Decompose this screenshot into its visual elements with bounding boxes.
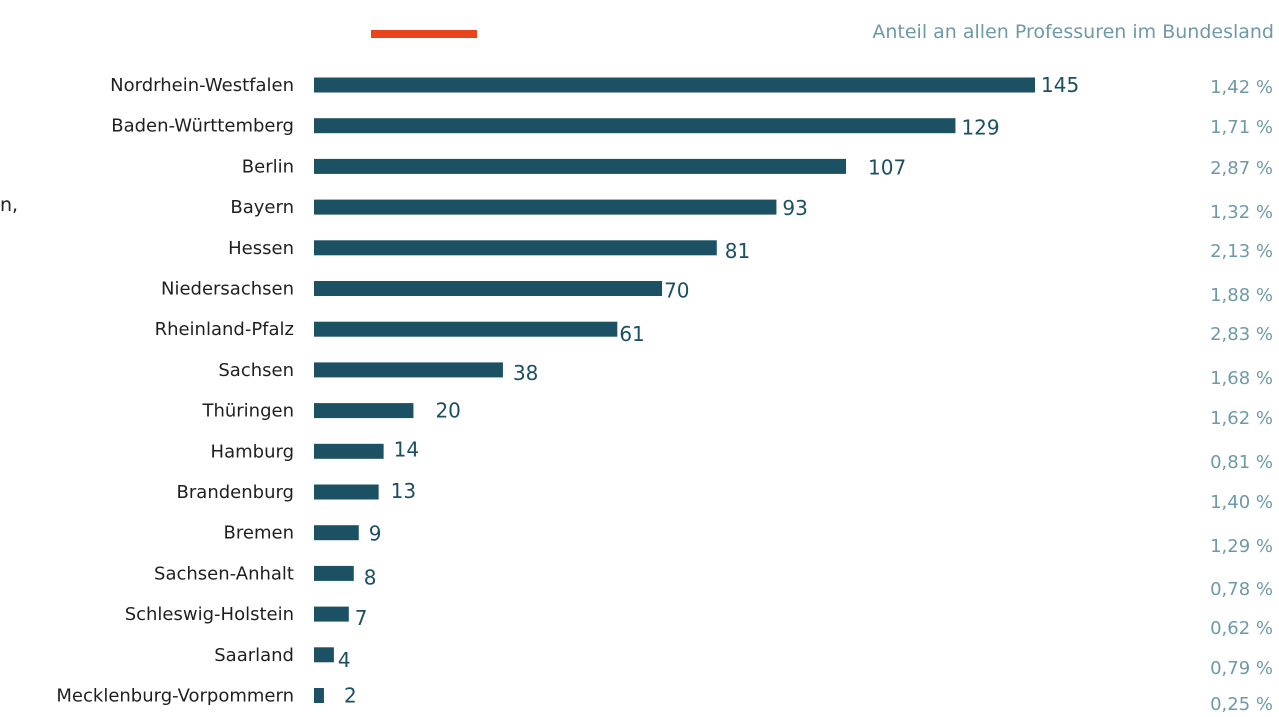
category-label: Sachsen-Anhalt	[154, 563, 294, 584]
value-label: 129	[961, 116, 999, 140]
category-label: Rheinland-Pfalz	[155, 319, 294, 340]
category-label: Brandenburg	[177, 482, 294, 503]
bar	[314, 443, 384, 459]
share-label: 1,40 %	[1210, 492, 1273, 513]
category-label: Berlin	[242, 156, 294, 177]
value-label: 107	[868, 155, 906, 179]
share-label: 2,83 %	[1210, 324, 1273, 345]
bar	[314, 688, 324, 703]
bar	[314, 240, 717, 256]
bar	[314, 525, 359, 541]
bar	[314, 362, 503, 378]
share-label: 0,78 %	[1210, 579, 1273, 600]
bar	[314, 281, 663, 296]
category-label: Saarland	[214, 645, 294, 666]
category-label: Bayern	[230, 197, 294, 218]
share-label: 1,68 %	[1210, 368, 1273, 389]
value-label: 93	[782, 196, 807, 220]
category-label: Hessen	[228, 238, 294, 259]
share-label: 2,13 %	[1210, 241, 1273, 262]
value-label: 8	[364, 565, 377, 589]
bar	[314, 647, 334, 663]
share-label: 0,62 %	[1210, 618, 1273, 639]
category-label: Hamburg	[211, 441, 294, 462]
value-label: 70	[664, 279, 689, 303]
category-label: Niedersachsen	[161, 279, 294, 300]
cropped-text: n,	[0, 194, 19, 216]
value-label: 9	[369, 522, 382, 546]
value-label: 61	[619, 322, 644, 346]
bar	[314, 118, 956, 134]
value-label: 4	[338, 648, 351, 672]
value-label: 14	[394, 437, 419, 461]
bar	[314, 606, 349, 622]
bar	[314, 565, 354, 581]
share-label: 0,79 %	[1210, 658, 1273, 679]
share-label: 2,87 %	[1210, 158, 1273, 179]
category-label: Nordrhein-Westfalen	[110, 75, 294, 96]
accent-line	[371, 30, 477, 38]
category-label: Mecklenburg-Vorpommern	[56, 686, 294, 707]
bar	[314, 199, 777, 215]
bar	[314, 321, 618, 337]
share-column-title: Anteil an allen Professuren im Bundeslan…	[872, 21, 1274, 43]
value-label: 20	[435, 399, 460, 423]
category-label: Thüringen	[201, 401, 294, 422]
bars-layer: Nordrhein-Westfalen 145 1,42 % Baden-Württe…	[56, 73, 1273, 715]
bar	[314, 484, 379, 500]
value-label: 2	[344, 684, 357, 708]
share-label: 1,29 %	[1210, 536, 1273, 557]
share-label: 0,81 %	[1210, 452, 1273, 473]
bar	[314, 158, 847, 174]
value-label: 13	[391, 479, 416, 503]
value-label: 38	[513, 361, 538, 385]
category-label: Sachsen	[218, 360, 294, 381]
share-label: 1,32 %	[1210, 202, 1273, 223]
value-label: 7	[355, 606, 368, 630]
category-label: Baden-Württemberg	[111, 116, 294, 137]
value-label: 81	[725, 239, 750, 263]
bar	[314, 403, 414, 419]
category-label: Schleswig-Holstein	[125, 604, 294, 625]
share-label: 1,62 %	[1210, 408, 1273, 429]
value-label: 145	[1041, 73, 1079, 97]
share-label: 1,42 %	[1210, 77, 1273, 98]
category-label: Bremen	[224, 523, 294, 544]
share-label: 0,25 %	[1210, 694, 1273, 715]
share-label: 1,88 %	[1210, 285, 1273, 306]
bar	[314, 77, 1035, 93]
share-label: 1,71 %	[1210, 117, 1273, 138]
